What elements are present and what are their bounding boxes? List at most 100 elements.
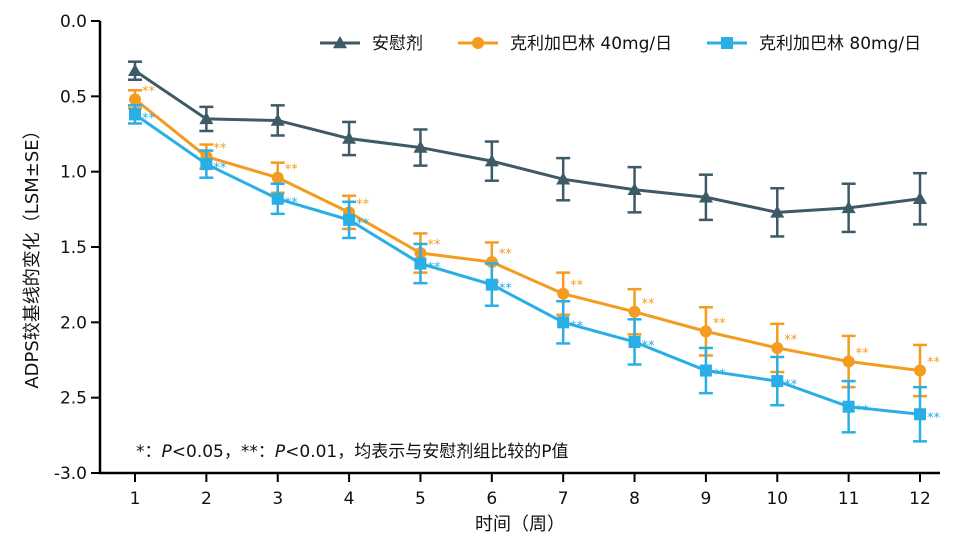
axes: 0.00.51.01.52.02.5-3.01 2 3 4 5 6 7 8 9 10 11 12 [54,12,940,509]
data-point [271,171,284,184]
legend-item-2: 克利加巴林 40mg/日 [458,34,672,54]
significance-label: ** [642,297,656,312]
x-tick-label: 7 [558,489,569,509]
x-tick-label: 1 [130,489,141,509]
significance-label: ** [784,378,798,393]
series-2: ** ** ** ** ** ** ** ** ** ** ** ** [128,84,941,398]
significance-label: ** [713,368,727,383]
data-point [627,182,642,195]
legend-label: 克利加巴林 80mg/日 [759,34,921,54]
note-p2: P [275,442,286,462]
x-tick-label: 8 [629,489,640,509]
data-point [342,131,357,144]
data-point [485,256,498,269]
data-point [343,213,356,226]
significance-note: *：P<0.05，**：P<0.01，均表示与安慰剂组比较的P值 [136,442,569,462]
significance-label: ** [927,411,941,426]
legend-marker [333,36,347,49]
significance-label: ** [285,163,299,178]
significance-label: ** [285,196,299,211]
series-line [134,69,921,214]
legend-item-1: 安慰剂 [320,34,423,54]
significance-label: ** [927,356,941,371]
data-point [484,154,499,167]
significance-label: ** [499,247,513,262]
data-point [770,205,785,218]
data-point [414,257,427,270]
significance-label: ** [856,404,870,419]
x-tick-label: 4 [344,489,355,509]
significance-label: ** [784,333,798,348]
x-tick-label: 11 [838,489,860,509]
y-tick-label: 1.0 [60,163,87,183]
data-point [914,408,926,421]
data-point [128,63,142,76]
data-point [129,93,141,106]
x-tick-label: 12 [909,489,931,509]
note-p1: P [162,442,173,462]
significance-label: ** [713,316,727,331]
x-tick-label: 6 [486,489,497,509]
y-tick-label: 1.5 [60,238,87,258]
note-colon2: ： [258,442,275,462]
significance-label: ** [142,111,156,126]
data-point [699,364,712,377]
x-tick-label: 10 [766,489,788,509]
data-point [698,190,713,203]
x-tick-label: 9 [700,489,711,509]
data-point [270,113,285,126]
significance-label: ** [356,197,370,212]
significance-label: ** [356,217,370,232]
data-point [699,325,712,338]
significance-label: ** [427,238,441,253]
data-point [200,158,213,171]
data-point [413,140,428,153]
data-point [913,191,927,205]
data-point [628,305,641,318]
x-axis-title: 时间（周） [475,514,565,535]
data-point [841,200,856,214]
x-tick-label: 3 [272,489,283,509]
y-tick-label: 2.0 [60,313,87,333]
legend-item-3: 克利加巴林 80mg/日 [707,34,921,54]
y-tick-label: 2.5 [60,389,87,409]
data-point [556,172,571,185]
series-3: ** ** ** ** ** ** ** ** ** ** ** ** [128,104,941,443]
series-line [134,113,921,416]
data-point [557,287,570,300]
data-point [771,341,784,354]
data-point [628,335,641,348]
data-point [485,278,498,291]
data-point [914,364,926,377]
x-tick-label: 2 [201,489,212,509]
legend-label: 安慰剂 [372,34,423,54]
y-tick-label: 0.5 [60,87,87,107]
series-1 [128,60,927,238]
data-point [129,108,141,121]
note-star1: * [136,442,145,462]
data-point [771,375,784,388]
legend: 安慰剂 克利加巴林 40mg/日 克利加巴林 80mg/日 [320,34,921,54]
significance-label: ** [427,261,441,276]
y-axis-title: ADPS较基线的变化（LSM±SE） [22,121,43,388]
legend-marker [472,37,484,49]
note-star2: ** [241,442,258,462]
data-point [557,316,570,329]
legend-label: 克利加巴林 40mg/日 [510,34,672,54]
data-point [271,192,284,205]
significance-label: ** [642,339,656,354]
significance-label: ** [213,161,227,176]
y-tick-label: -3.0 [54,464,87,484]
data-point [199,111,214,125]
series-layer: ****************************************… [128,60,941,443]
data-point [842,400,855,413]
significance-label: ** [856,347,870,362]
significance-label: ** [570,279,584,294]
series-line [134,98,921,373]
legend-marker [721,37,733,49]
significance-label: ** [570,319,584,334]
significance-label: ** [499,282,513,297]
note-t1: <0.05， [172,442,241,462]
note-t2: <0.01，均表示与安慰剂组比较的P值 [285,442,568,462]
